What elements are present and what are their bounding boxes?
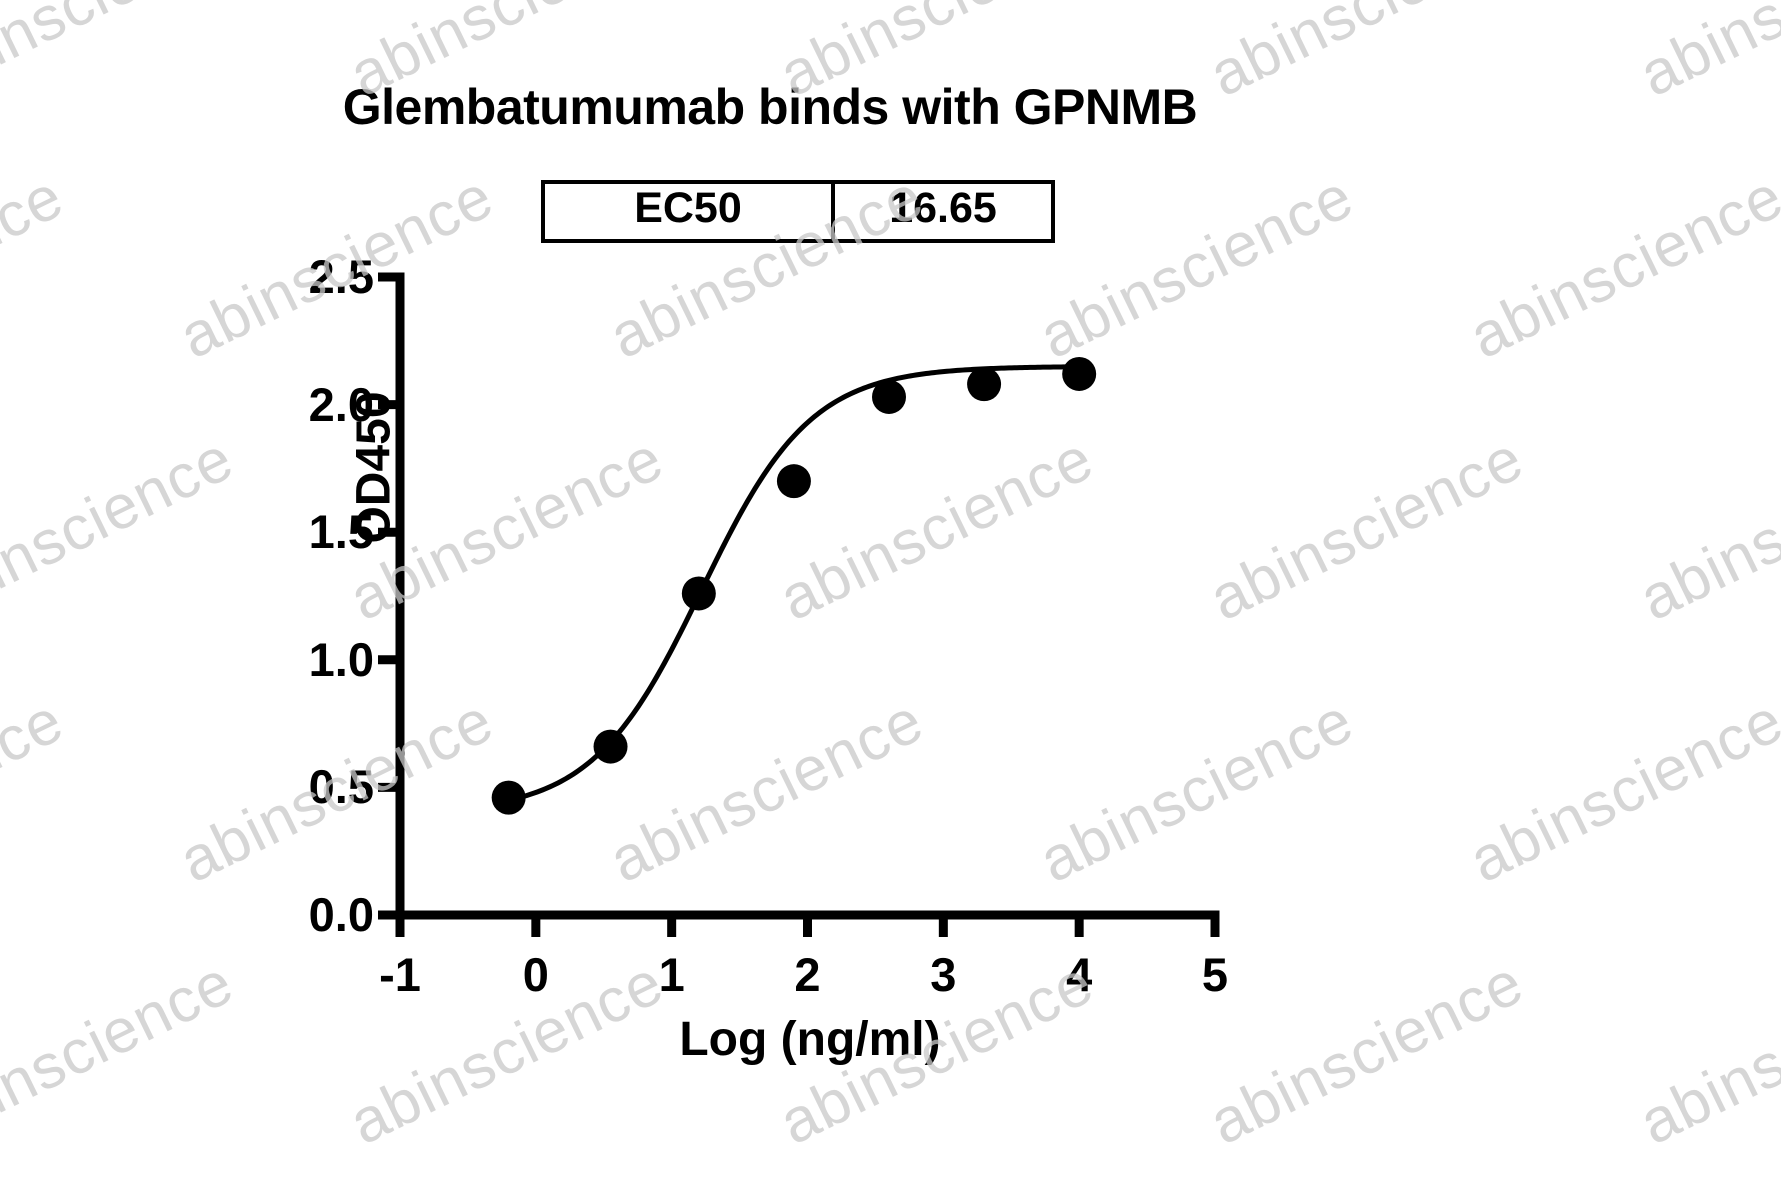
plot-canvas [0, 0, 1781, 1197]
data-point-2 [682, 576, 716, 610]
data-points-group [492, 357, 1097, 815]
data-point-5 [967, 367, 1001, 401]
data-point-4 [872, 380, 906, 414]
data-point-0 [492, 781, 526, 815]
figure-container: Glembatumumab binds with GPNMB EC50 16.6… [0, 0, 1781, 1197]
data-point-1 [594, 730, 628, 764]
data-point-6 [1062, 357, 1096, 391]
fit-curve [509, 367, 1080, 800]
data-point-3 [777, 464, 811, 498]
fit-curve-group [509, 367, 1080, 800]
